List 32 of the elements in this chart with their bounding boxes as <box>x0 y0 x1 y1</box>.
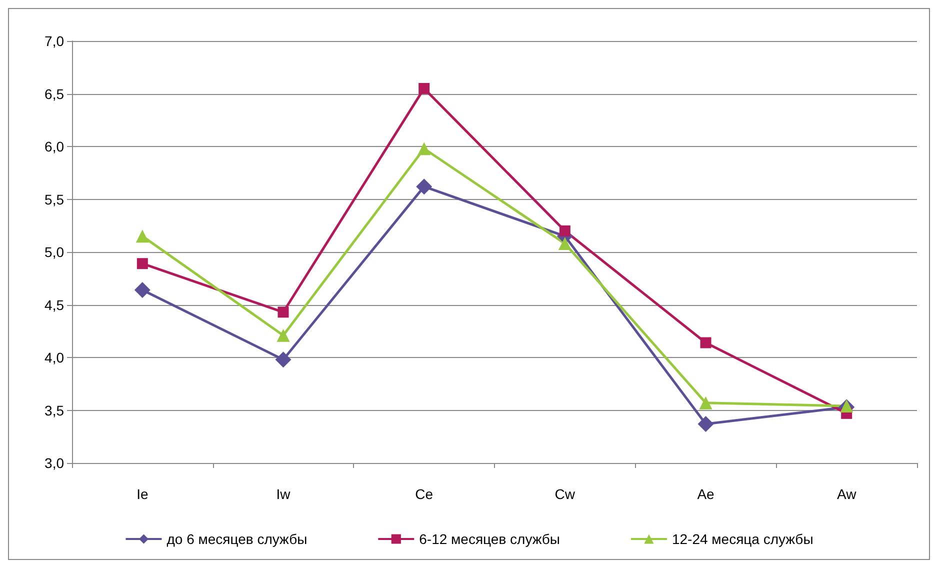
x-tick-label: Ae <box>697 486 715 502</box>
point <box>558 237 572 250</box>
x-tick-label: Iw <box>276 486 292 502</box>
y-tick-label: 3,0 <box>44 455 64 471</box>
y-tick-label: 7,0 <box>44 33 64 49</box>
point <box>416 178 432 195</box>
y-tick-label: 3,5 <box>44 402 64 418</box>
point <box>136 258 148 270</box>
y-tick-label: 4,5 <box>44 296 64 313</box>
point <box>276 328 290 342</box>
point <box>698 416 714 432</box>
x-tick-label: Cw <box>554 486 576 502</box>
point <box>418 82 430 94</box>
x-tick-label: Ie <box>136 486 148 502</box>
point <box>418 142 431 156</box>
point <box>275 352 292 368</box>
point <box>700 337 712 348</box>
y-tick-label: 5,0 <box>44 244 64 260</box>
legend-label: 12-24 месяца службы <box>672 531 814 547</box>
legend-label: 6-12 месяцев службы <box>419 531 560 547</box>
x-tick-label: Aw <box>836 486 858 502</box>
point <box>134 282 150 298</box>
y-tick-label: 4,0 <box>44 350 64 366</box>
legend-label: до 6 месяцев службы <box>166 531 308 547</box>
y-tick-label: 6,5 <box>44 86 64 102</box>
x-tick-label: Ce <box>415 486 434 502</box>
y-tick-label: 5,5 <box>44 191 64 208</box>
point <box>699 396 712 410</box>
point <box>136 230 149 243</box>
point <box>559 225 570 236</box>
point <box>278 306 289 318</box>
y-tick-label: 6,0 <box>44 138 64 154</box>
